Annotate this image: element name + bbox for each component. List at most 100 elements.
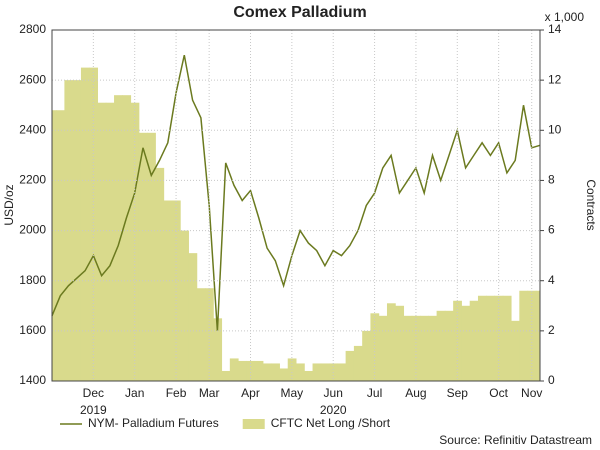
area-step xyxy=(180,230,189,381)
year-label: 2019 xyxy=(80,403,107,417)
area-step xyxy=(444,310,454,381)
y2-tick-label: 12 xyxy=(548,72,562,86)
y2-unit: x 1,000 xyxy=(545,10,585,24)
source: Source: Refinitiv Datastream xyxy=(439,433,592,447)
legend-label: CFTC Net Long /Short xyxy=(271,416,391,430)
area-step xyxy=(122,95,132,381)
area-step xyxy=(246,360,256,381)
area-step xyxy=(403,315,413,381)
area-step xyxy=(395,305,405,381)
x-tick-label: Jun xyxy=(324,386,343,400)
area-step xyxy=(147,132,156,381)
area-step xyxy=(428,315,438,381)
area-step xyxy=(97,102,107,381)
area-step xyxy=(511,320,520,381)
area-step xyxy=(171,200,181,381)
area-step xyxy=(279,368,289,381)
y2-tick-label: 0 xyxy=(548,373,555,387)
year-label: 2020 xyxy=(320,403,347,417)
area-step xyxy=(477,295,487,381)
area-step xyxy=(304,370,314,381)
area-step xyxy=(72,80,82,381)
area-step xyxy=(502,295,512,381)
x-tick-label: Nov xyxy=(521,386,542,400)
y-tick-label: 2000 xyxy=(19,223,46,237)
area-step xyxy=(345,350,355,381)
area-step xyxy=(453,300,462,381)
area-step xyxy=(535,290,540,381)
area-step xyxy=(221,370,231,381)
y-tick-label: 2400 xyxy=(19,122,46,136)
y2-tick-label: 4 xyxy=(548,273,555,287)
area-step xyxy=(386,303,396,381)
area-step xyxy=(130,102,140,381)
area-step xyxy=(229,358,239,381)
area-step xyxy=(312,363,322,381)
area-step xyxy=(519,290,529,381)
area-step xyxy=(155,167,165,381)
x-tick-label: May xyxy=(281,386,304,400)
x-tick-label: Oct xyxy=(489,386,508,400)
area-step xyxy=(362,330,371,381)
legend-label: NYM- Palladium Futures xyxy=(88,416,219,430)
y-tick-label: 2600 xyxy=(19,72,46,86)
y-axis-label: USD/oz xyxy=(2,184,16,225)
y2-tick-label: 10 xyxy=(548,122,562,136)
y-tick-label: 2200 xyxy=(19,173,46,187)
line-layer xyxy=(51,54,541,331)
area-step xyxy=(64,80,74,381)
x-tick-label: Dec xyxy=(83,386,104,400)
plot-frame xyxy=(51,29,541,382)
area-step xyxy=(320,363,330,381)
y2-tick-label: 14 xyxy=(548,22,562,36)
x-tick-label: Mar xyxy=(199,386,220,400)
x-tick-label: Jul xyxy=(367,386,382,400)
chart-title: Comex Palladium xyxy=(233,4,366,21)
price-line xyxy=(51,54,541,331)
area-step xyxy=(527,290,537,381)
area-step xyxy=(370,313,380,381)
area-step xyxy=(163,200,173,381)
area-step xyxy=(105,102,115,381)
area-step xyxy=(114,95,123,381)
area-step xyxy=(89,67,98,381)
area-step xyxy=(494,295,504,381)
y2-axis-label: Contracts xyxy=(584,179,598,230)
area-step xyxy=(337,363,347,381)
x-tick-label: Jan xyxy=(125,386,144,400)
y2-tick-label: 2 xyxy=(548,323,555,337)
x-tick-label: Feb xyxy=(166,386,187,400)
y-tick-label: 1400 xyxy=(19,373,46,387)
area-step xyxy=(461,305,471,381)
area-step xyxy=(469,300,479,381)
area-step xyxy=(378,315,388,381)
area-step xyxy=(138,132,148,381)
y-tick-label: 1800 xyxy=(19,273,46,287)
area-step xyxy=(420,315,429,381)
area-step xyxy=(238,360,247,381)
area-step xyxy=(486,295,496,381)
area-step xyxy=(188,253,198,381)
x-tick-label: Aug xyxy=(405,386,426,400)
area-step xyxy=(262,363,272,381)
area-step xyxy=(196,288,206,381)
legend-swatch xyxy=(242,419,265,429)
area-step xyxy=(436,310,446,381)
x-tick-label: Sep xyxy=(447,386,469,400)
area-step xyxy=(56,110,65,381)
y-tick-label: 2800 xyxy=(19,22,46,36)
y-tick-label: 1600 xyxy=(19,323,46,337)
x-tick-label: Apr xyxy=(241,386,260,400)
y2-tick-label: 8 xyxy=(548,173,555,187)
area-step xyxy=(80,67,90,381)
area-step xyxy=(52,110,57,381)
area-step xyxy=(296,363,305,381)
area-step xyxy=(254,360,264,381)
area-step xyxy=(213,318,223,381)
area-layer xyxy=(52,67,540,381)
area-step xyxy=(205,288,214,381)
area-step xyxy=(271,363,280,381)
area-step xyxy=(353,345,363,381)
y2-tick-label: 6 xyxy=(548,223,555,237)
